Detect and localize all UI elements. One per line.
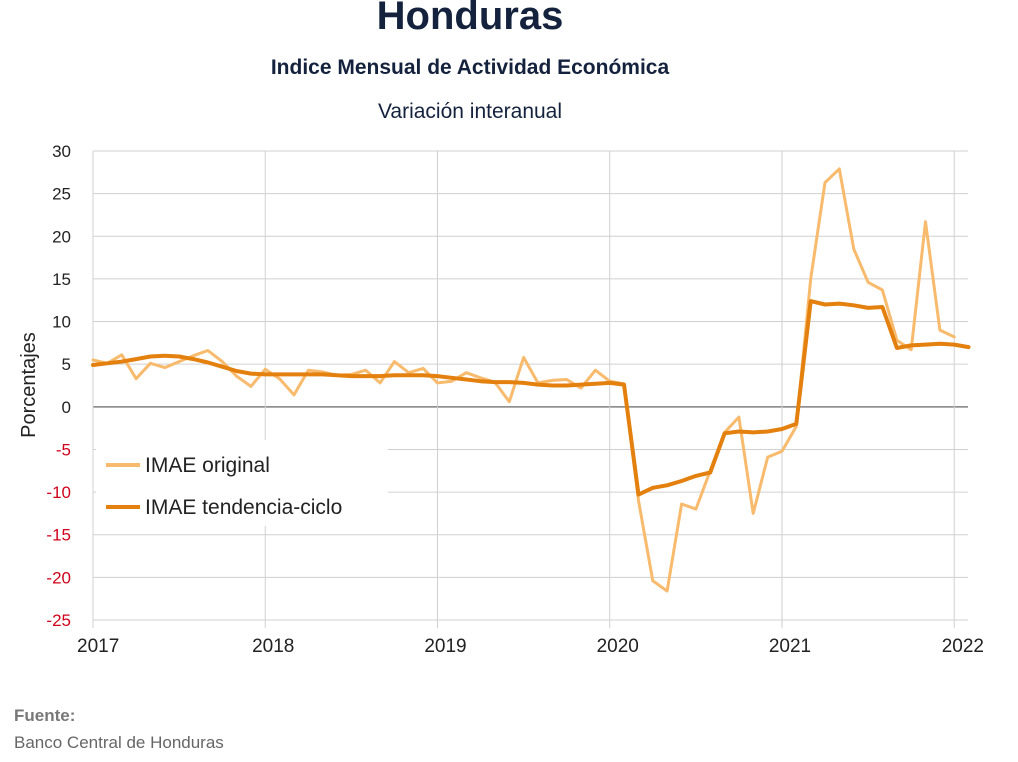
series-line-trend — [91, 299, 971, 497]
source-label: Fuente: — [14, 706, 76, 725]
y-tick-label: -25 — [46, 611, 71, 630]
x-tick-label: 2019 — [424, 636, 466, 657]
y-tick-label: 15 — [52, 270, 71, 289]
legend: IMAE original IMAE tendencia-ciclo — [96, 440, 388, 526]
x-tick-label: 2018 — [252, 636, 294, 657]
y-tick-label: -5 — [56, 440, 71, 459]
y-tick-label: -15 — [46, 526, 71, 545]
y-axis-ticks: 30 25 20 15 10 5 0 -5 -10 -15 -20 -25 — [46, 142, 71, 630]
y-tick-label: 0 — [62, 398, 71, 417]
x-tick-label: 2020 — [597, 636, 639, 657]
y-tick-label: -20 — [46, 568, 71, 587]
x-tick-label: 2021 — [769, 636, 811, 657]
legend-label-original: IMAE original — [145, 454, 270, 477]
series-lines — [91, 167, 971, 593]
x-axis-ticks: 2017 2018 2019 2020 2021 2022 — [77, 636, 984, 657]
chart-title: Honduras — [376, 0, 564, 38]
source-text: Banco Central de Honduras — [14, 733, 224, 752]
y-tick-label: 30 — [52, 142, 71, 161]
y-tick-label: 25 — [52, 185, 71, 204]
legend-label-trend: IMAE tendencia-ciclo — [145, 496, 342, 519]
chart-caption: Variación interanual — [377, 100, 563, 123]
y-tick-label: 20 — [52, 227, 71, 246]
chart-subtitle: Indice Mensual de Actividad Económica — [270, 56, 670, 79]
grid-lines — [92, 150, 968, 628]
y-axis-label: Porcentajes — [18, 332, 40, 438]
x-tick-label: 2022 — [942, 636, 984, 657]
x-tick-label: 2017 — [77, 636, 119, 657]
y-tick-label: 10 — [52, 313, 71, 332]
y-tick-label: 5 — [62, 355, 71, 374]
y-tick-label: -10 — [46, 483, 71, 502]
series-line-original — [91, 167, 956, 593]
legend-background — [96, 440, 388, 526]
